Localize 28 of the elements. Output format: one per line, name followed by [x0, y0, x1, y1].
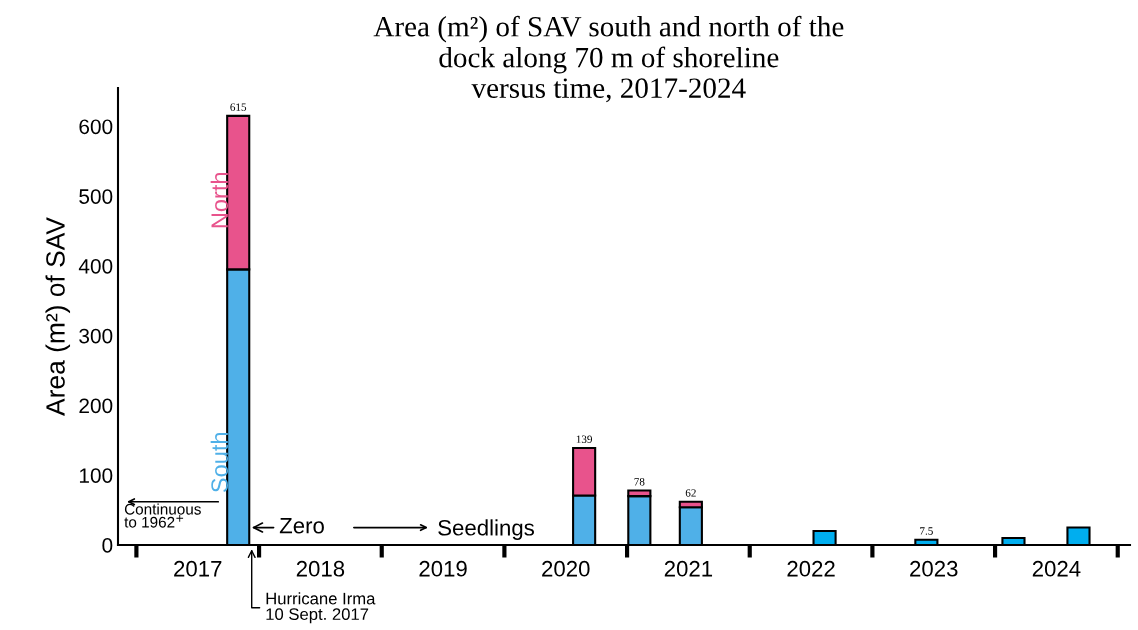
text: Hurricane Irma 10 Sept. 2017 [266, 592, 376, 624]
y-tick-label: 400 [78, 258, 113, 274]
y-tick-label: 500 [79, 189, 113, 204]
x-tick-label: 2022 [787, 560, 835, 577]
total-label: 78 [634, 478, 645, 486]
x-tick-label: 2017 [174, 560, 222, 577]
x-tick-label: 2023 [910, 560, 958, 577]
total-label: 7.5 [920, 527, 933, 535]
x-tick-label: 2019 [419, 560, 467, 577]
chart-title: Area (m²) of SAV south and north of the dock along 70 m of shoreline versus time, 2017-2024 [373, 15, 844, 103]
x-tick-label: 2020 [542, 560, 590, 577]
x-tick-label: 2024 [1032, 560, 1081, 577]
y-tick-label: 0 [102, 538, 113, 553]
annotation: Zero [279, 518, 324, 534]
annotation: Seedlings [438, 519, 534, 541]
y-tick-label: 100 [79, 468, 113, 483]
total-label: 139 [576, 435, 593, 443]
text: South [210, 433, 228, 493]
y-tick-label: 300 [79, 328, 113, 344]
y-tick-label: 200 [79, 398, 113, 414]
y-tick-label: 600 [79, 119, 113, 135]
text: North [210, 172, 228, 228]
x-tick-label: 2018 [296, 560, 345, 577]
x-tick-label: 2021 [664, 560, 713, 577]
annotation: Continuous to 1962$^{+}$ [124, 503, 201, 528]
y-axis-title: Area (m²) of SAV [45, 217, 71, 416]
total-label: 62 [685, 489, 696, 497]
total-label: 615 [230, 103, 247, 111]
